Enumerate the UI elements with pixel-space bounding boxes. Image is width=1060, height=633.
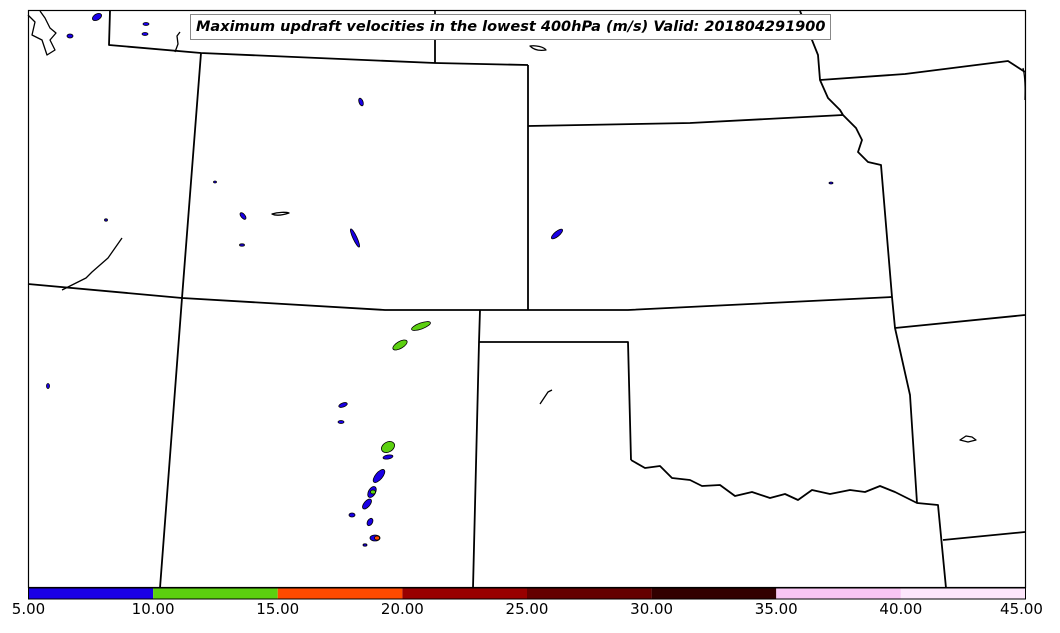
- colorbar-bin-0: [28, 588, 154, 599]
- colorbar-tick-label: 15.00: [256, 600, 300, 618]
- colorbar-bin-2: [277, 588, 403, 599]
- colorbar-frame: [28, 587, 1026, 600]
- map-frame: [27, 9, 1027, 589]
- border-arkansas-louisiana: [942, 531, 1026, 541]
- border-oklahoma-panhandle: [479, 341, 632, 461]
- colorbar-tick-label: 30.00: [630, 600, 674, 618]
- river-outline-1: [61, 237, 123, 291]
- lake-outline-7: [959, 435, 977, 443]
- colorbar-tick-label: 40.00: [879, 600, 923, 618]
- lake-outline-4: [271, 211, 290, 216]
- colorbar-bin-1: [153, 588, 278, 599]
- border-missouri-arkansas: [894, 314, 1026, 329]
- colorbar-bin-4: [527, 588, 652, 599]
- colorbar-bin-7: [900, 588, 1026, 599]
- updraft-cells: [46, 12, 834, 547]
- border-nebraska-kansas: [527, 114, 844, 127]
- lake-outline-2: [174, 31, 181, 53]
- state-borders: [27, 10, 1026, 589]
- lake-outline-5: [1022, 67, 1026, 101]
- border-kansas-east: [842, 114, 918, 504]
- colorbar-bin-6: [776, 588, 901, 599]
- colorbar-tick-label: 10.00: [131, 600, 175, 618]
- border-utah-arizona: [27, 283, 893, 311]
- colorbar-bin-5: [651, 588, 777, 599]
- lake-outline-3: [529, 45, 547, 52]
- lake-outline-1: [27, 10, 57, 56]
- colorbar-tick-label: 35.00: [754, 600, 798, 618]
- border-red-river: [630, 459, 947, 589]
- colorbar-tick-label: 25.00: [505, 600, 549, 618]
- colorbar: [28, 587, 1026, 600]
- colorbar-tick-label: 5.00: [11, 600, 46, 618]
- colorbar-tick-label: 45.00: [1000, 600, 1043, 618]
- colorbar-bin-3: [402, 588, 527, 599]
- colorbar-tick-label: 20.00: [380, 600, 424, 618]
- map-title: Maximum updraft velocities in the lowest…: [190, 14, 832, 40]
- lake-outline-6: [539, 389, 553, 405]
- border-missouri-north: [819, 60, 1026, 81]
